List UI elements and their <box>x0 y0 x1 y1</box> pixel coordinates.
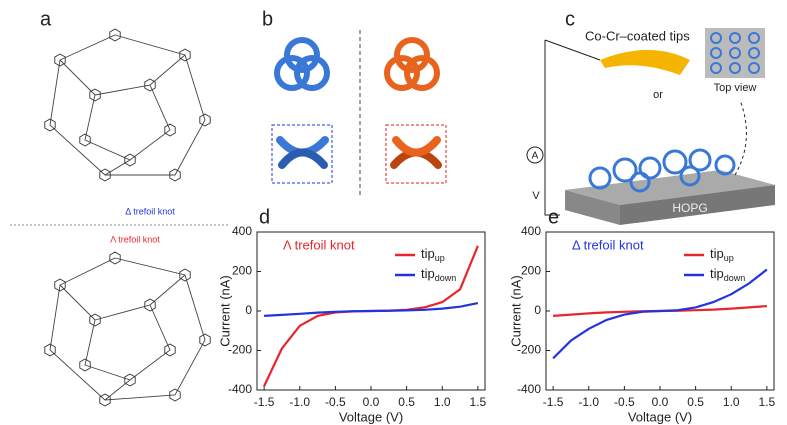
y-axis-label: Current (nA) <box>217 275 232 347</box>
y-tick-label: -400 <box>228 382 252 396</box>
legend-name: tip <box>421 246 435 261</box>
top-view-knots <box>710 32 760 74</box>
substrate-label: HOPG <box>672 201 707 215</box>
x-tick-label: 0.5 <box>398 395 415 409</box>
y-tick-label: 400 <box>521 224 541 238</box>
legend-name: tip <box>421 266 435 281</box>
x-tick-label: 1.0 <box>723 395 740 409</box>
legend-name: tip <box>710 266 724 281</box>
tip-label: Co-Cr–coated tips <box>585 28 690 43</box>
x-tick-label: 1.0 <box>434 395 451 409</box>
x-tick-label: 1.5 <box>759 395 776 409</box>
y-tick-label: 200 <box>521 264 541 278</box>
x-axis-label: Voltage (V) <box>339 409 403 424</box>
series-line <box>264 302 479 317</box>
knot-label: Λ trefoil knot <box>110 234 160 244</box>
zoom-box <box>271 124 333 184</box>
ammeter-label: A <box>532 151 539 162</box>
x-tick-label: 0.5 <box>687 395 704 409</box>
y-tick-label: 200 <box>232 264 252 278</box>
x-tick-label: -1.5 <box>254 395 275 409</box>
x-tick-label: 1.5 <box>470 395 487 409</box>
legend-name: tip <box>710 246 724 261</box>
panel-label: e <box>548 206 559 228</box>
or-label: or <box>653 89 663 101</box>
x-tick-label: -0.5 <box>614 395 635 409</box>
y-tick-label: -400 <box>517 382 541 396</box>
top-view-label: Top view <box>714 82 757 94</box>
ammeter <box>526 146 544 164</box>
y-tick-label: 0 <box>245 303 252 317</box>
legend-label: tipup <box>421 246 445 263</box>
panel-label: d <box>259 206 270 228</box>
x-tick-label: 0.0 <box>363 395 380 409</box>
voltage-label: V <box>532 190 540 202</box>
panel-label: a <box>40 8 52 30</box>
molecule-top <box>44 28 211 182</box>
zoom-box <box>385 124 447 184</box>
x-tick-label: -1.5 <box>543 395 564 409</box>
x-tick-label: -1.0 <box>578 395 599 409</box>
series-line <box>552 268 768 360</box>
y-tick-label: 400 <box>232 224 252 238</box>
series-line <box>263 245 479 387</box>
legend-label: tipdown <box>421 266 456 283</box>
molecule-bottom <box>44 251 211 407</box>
x-tick-label: -0.5 <box>325 395 346 409</box>
knot-left <box>274 37 330 91</box>
knot-film <box>588 148 736 193</box>
y-tick-label: -200 <box>228 343 252 357</box>
tip <box>600 50 690 75</box>
y-axis-label: Current (nA) <box>508 275 523 347</box>
substrate-front <box>620 185 775 225</box>
substrate <box>565 170 775 205</box>
legend-subscript: up <box>435 253 445 263</box>
legend-label: tipdown <box>710 266 745 283</box>
knot-right <box>384 37 440 91</box>
y-tick-label: 0 <box>534 303 541 317</box>
legend-subscript: down <box>724 273 746 283</box>
annotation: Δ trefoil knot <box>572 237 644 252</box>
knot-label: Δ trefoil knot <box>125 206 175 216</box>
y-tick-label: -200 <box>517 343 541 357</box>
legend-subscript: down <box>435 273 457 283</box>
x-tick-label: -1.0 <box>289 395 310 409</box>
annotation: Λ trefoil knot <box>283 237 355 252</box>
panel-label: b <box>262 8 273 30</box>
x-tick-label: 0.0 <box>652 395 669 409</box>
wire <box>544 39 601 216</box>
x-axis-label: Voltage (V) <box>628 409 692 424</box>
top-view-box <box>705 28 765 78</box>
substrate-side <box>565 190 620 225</box>
panel-label: c <box>565 8 575 30</box>
arrow <box>734 99 747 176</box>
legend-subscript: up <box>724 253 734 263</box>
legend-label: tipup <box>710 246 734 263</box>
crossing <box>276 136 442 169</box>
